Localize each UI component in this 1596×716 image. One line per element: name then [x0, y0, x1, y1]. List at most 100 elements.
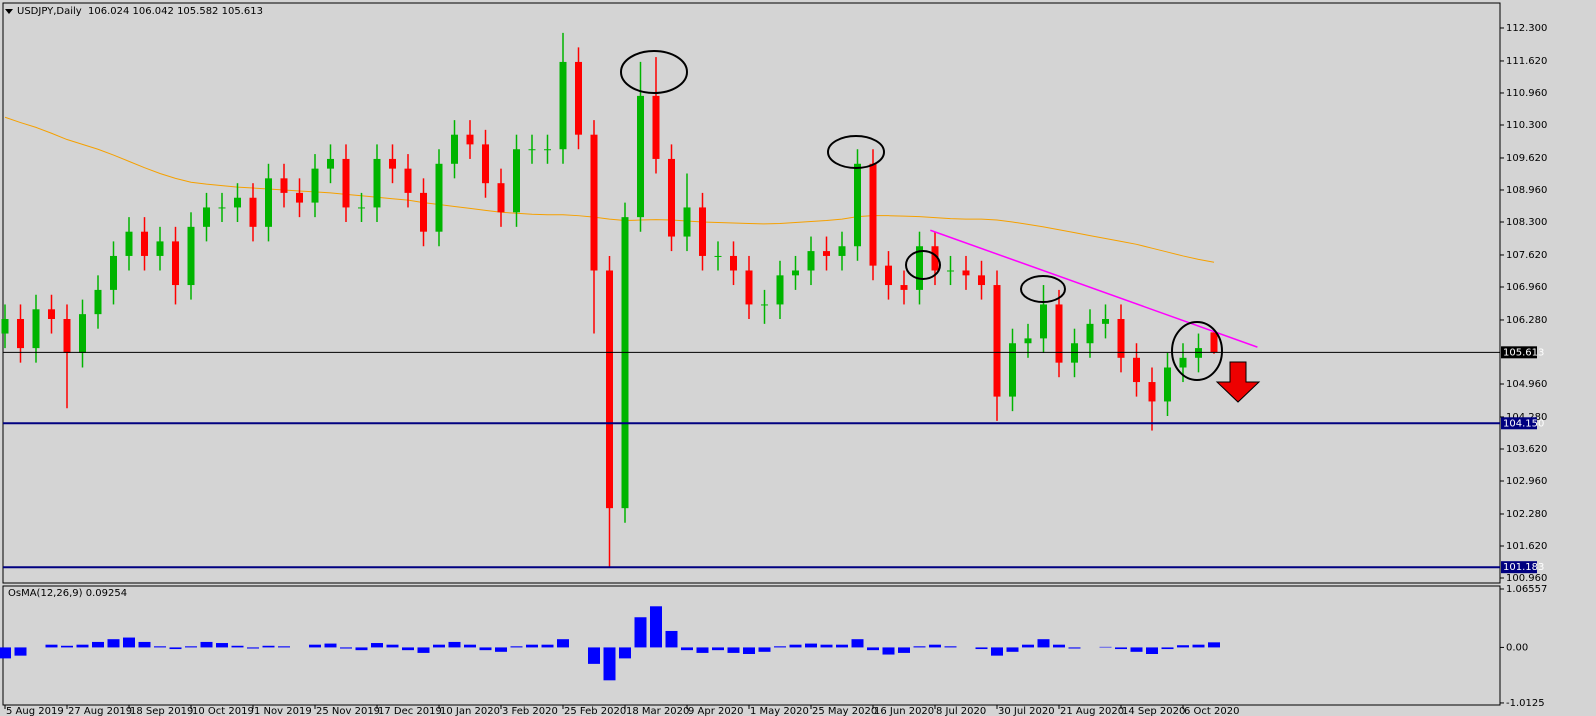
osma-bar	[774, 646, 786, 648]
y-tick-label: 112.300	[1506, 23, 1547, 34]
osma-bar	[1130, 647, 1143, 652]
osma-bar	[1006, 647, 1019, 652]
osma-bar	[92, 641, 104, 648]
y-tick-label: 110.960	[1506, 88, 1547, 99]
osma-bar	[758, 647, 771, 652]
candle-body	[125, 231, 133, 256]
candle-body	[652, 95, 660, 159]
osma-bar	[76, 644, 89, 648]
candle-body	[451, 134, 458, 164]
candle-body	[838, 246, 846, 256]
candle-body	[1164, 367, 1171, 402]
candle-body	[885, 265, 892, 286]
y-tick-label: 100.960	[1506, 573, 1547, 584]
osma-bar	[386, 644, 399, 648]
price-label-box	[1501, 346, 1537, 359]
candle-body	[466, 134, 474, 145]
x-tick-label: 3 Feb 2020	[502, 706, 558, 716]
y-tick-label: 107.620	[1506, 250, 1547, 261]
osma-bar	[851, 639, 864, 648]
osma-bar	[1177, 645, 1189, 648]
candle-body	[265, 178, 272, 227]
osma-bar	[185, 646, 197, 648]
menu-triangle[interactable]	[5, 9, 13, 14]
candle-body	[141, 231, 148, 256]
candle-body	[311, 168, 319, 203]
candle-body	[807, 251, 815, 271]
candle-body	[947, 270, 954, 272]
osma-bar	[200, 641, 213, 648]
x-tick-label: 8 Jul 2020	[936, 706, 986, 716]
candle-body	[792, 270, 799, 276]
candle-body	[916, 246, 923, 290]
osma-bar	[402, 647, 414, 651]
candle-body	[435, 163, 443, 232]
candle-body	[296, 192, 303, 203]
x-tick-label: 17 Dec 2019	[378, 706, 442, 716]
candle-body	[203, 207, 210, 227]
circle-annotation	[827, 135, 885, 169]
osma-bar	[557, 639, 569, 648]
x-tick-label: 5 Aug 2019	[6, 706, 64, 716]
candle-body	[683, 207, 691, 237]
y-tick-label: 102.960	[1506, 476, 1547, 487]
candle-body	[1071, 343, 1078, 363]
osma-bar	[1099, 646, 1112, 648]
moving-average	[4, 116, 1215, 263]
osma-bar	[324, 643, 337, 648]
osma-bar	[231, 645, 244, 648]
chart-subtitle: 106.024 106.042 105.582 105.613	[88, 6, 263, 17]
y-tick-label: 106.280	[1506, 315, 1547, 326]
y-tick-label: 101.620	[1506, 541, 1547, 552]
x-tick-label: 10 Jan 2020	[440, 706, 500, 716]
candle-body	[1040, 304, 1047, 339]
osma-bar	[309, 644, 321, 648]
candle-body	[544, 149, 551, 151]
osma-bar	[1146, 647, 1158, 654]
candle-body	[79, 314, 86, 353]
plot-layer: 112.300 111.620 110.960 110.300 109.620 108.9…	[0, 23, 1547, 716]
osma-bar	[355, 647, 368, 651]
candle-body	[761, 304, 768, 306]
osma-bar	[1037, 639, 1050, 648]
osma-bar	[247, 647, 259, 649]
x-tick-label: 14 Sep 2020	[1122, 706, 1185, 716]
x-tick-label: 1 May 2020	[750, 706, 809, 716]
osma-bar	[479, 647, 492, 651]
candle-body	[1055, 304, 1063, 363]
candle-body	[575, 61, 582, 135]
candle-body	[978, 275, 985, 286]
osma-bar	[1192, 644, 1205, 648]
osma-bar	[526, 644, 538, 648]
candle-body	[1195, 348, 1202, 358]
osma-bar	[991, 647, 1003, 656]
x-tick-label: 25 May 2020	[812, 706, 877, 716]
candle-body	[389, 158, 396, 169]
candle-body	[1133, 357, 1140, 383]
osma-bar	[464, 644, 476, 648]
y-tick-label: 108.300	[1506, 217, 1547, 228]
candle-body	[342, 158, 350, 208]
price-label-box	[1501, 417, 1537, 430]
candle-body	[327, 158, 334, 169]
osma-bar	[448, 641, 461, 648]
osma-bar	[138, 641, 151, 648]
x-tick-label: 25 Feb 2020	[564, 706, 626, 716]
circle-annotation	[905, 250, 941, 280]
candle-body	[823, 251, 830, 256]
y-tick-label: -1.0125	[1506, 698, 1545, 709]
y-tick-label: 109.620	[1506, 153, 1547, 164]
x-tick-label: 16 Jun 2020	[874, 706, 934, 716]
osma-bar	[913, 646, 926, 648]
osma-bar	[510, 646, 523, 648]
osma-bar	[867, 647, 879, 651]
osma-bar	[929, 644, 941, 648]
candle-body	[854, 163, 861, 247]
candle-body	[513, 149, 520, 213]
osma-bar	[650, 606, 662, 648]
x-tick-label: 25 Nov 2019	[316, 706, 380, 716]
osma-bar	[1115, 647, 1127, 650]
candle-body	[94, 289, 102, 315]
